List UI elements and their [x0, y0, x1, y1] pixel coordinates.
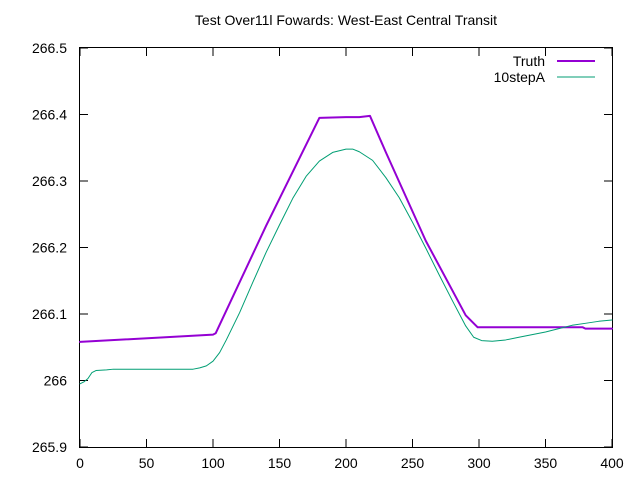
legend-label-10stepa: 10stepA: [494, 69, 546, 85]
chart-title: Test Over11l Fowards: West-East Central …: [195, 12, 497, 28]
y-tick-label: 266: [44, 373, 68, 389]
y-tick-label: 266.3: [32, 173, 67, 189]
series-line-10stepa: [79, 148, 613, 385]
y-tick-label: 265.9: [32, 439, 67, 455]
x-tick-label: 250: [401, 455, 425, 471]
x-tick-label: 0: [76, 455, 84, 471]
y-tick-label: 266.4: [32, 107, 67, 123]
legend-label-truth: Truth: [513, 53, 545, 69]
x-tick-label: 300: [467, 455, 491, 471]
x-tick-label: 350: [534, 455, 558, 471]
plot-frame: [79, 47, 613, 448]
y-tick-label: 266.5: [32, 40, 67, 56]
x-tick-label: 50: [139, 455, 155, 471]
x-tick-label: 100: [201, 455, 225, 471]
y-tick-label: 266.2: [32, 240, 67, 256]
y-tick-label: 266.1: [32, 306, 67, 322]
x-tick-label: 400: [600, 455, 624, 471]
x-tick-label: 200: [334, 455, 358, 471]
plot-area: [79, 47, 613, 448]
y-axis: 265.9 266 266.1 266.2 266.3 266.4 266.5: [32, 40, 612, 455]
series-layer: [79, 114, 613, 385]
x-axis: 0 50 100 150 200 250 300 350 400: [76, 48, 624, 471]
x-tick-label: 150: [268, 455, 292, 471]
series-line-truth: [79, 114, 613, 343]
